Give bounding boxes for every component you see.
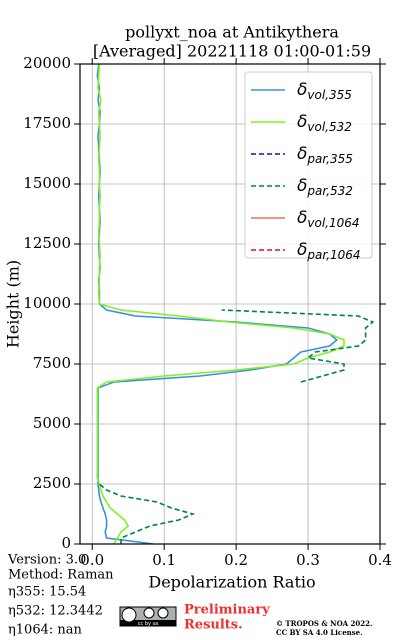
info-line: η532: 12.3442 [8,604,103,619]
preliminary-label: Preliminary [184,603,270,618]
y-tick-label: 5000 [33,414,71,432]
data-line [96,63,345,545]
info-line: Method: Raman [8,568,114,583]
x-tick-label: 0.2 [224,551,248,569]
x-axis-label: Depolarization Ratio [148,573,315,592]
x-tick-label: 0.1 [152,551,176,569]
y-tick-label: 10000 [23,294,71,312]
chart-title: pollyxt_noa at Antikythera [125,23,339,42]
y-tick-label: 17500 [23,114,71,132]
y-tick-label: 15000 [23,174,71,192]
y-tick-label: 20000 [23,54,71,72]
info-line: η1064: nan [8,623,83,638]
info-line: η355: 15.54 [8,585,86,600]
y-tick-label: 7500 [33,354,71,372]
copyright: CC BY SA 4.0 License. [276,628,363,637]
y-tick-label: 12500 [23,234,71,252]
info-line: Version: 3.0 [7,553,86,568]
x-tick-label: 0.0 [80,551,104,569]
copyright: © TROPOS & NOA 2022. [276,619,372,628]
legend-label: δpar,1064 [297,240,361,262]
legend-box [244,71,373,259]
logo-text: cc by sa [138,621,158,627]
legend-label: δvol,355 [297,80,352,102]
data-line [98,309,375,544]
y-tick-label: 0 [61,534,71,552]
legend-label: δvol,1064 [297,208,360,230]
license-logo: cc by sa [119,606,177,627]
legend-label: δvol,532 [297,112,352,134]
y-tick-label: 2500 [33,474,71,492]
legend-label: δpar,532 [297,176,353,198]
x-tick-label: 0.3 [296,551,320,569]
legend-label: δpar,355 [297,144,353,166]
plot-frame [79,63,381,545]
x-tick-label: 0.4 [368,551,392,569]
y-axis-label: Height (m) [4,260,23,348]
chart-subtitle: [Averaged] 20221118 01:00-01:59 [93,42,371,61]
preliminary-label: Results. [184,618,243,633]
